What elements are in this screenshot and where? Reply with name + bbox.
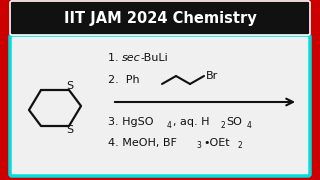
Text: 2: 2 [237, 141, 242, 150]
Text: IIT JAM 2024 Chemistry: IIT JAM 2024 Chemistry [64, 12, 256, 26]
Text: sec: sec [122, 53, 141, 63]
Text: SO: SO [226, 117, 242, 127]
Text: 4: 4 [167, 120, 172, 129]
FancyBboxPatch shape [10, 1, 310, 35]
Text: 3: 3 [197, 141, 202, 150]
Text: Br: Br [206, 71, 218, 81]
Text: 2.  Ph: 2. Ph [108, 75, 140, 85]
Text: •OEt: •OEt [203, 138, 230, 148]
Text: 2: 2 [220, 120, 225, 129]
Text: 4. MeOH, BF: 4. MeOH, BF [108, 138, 177, 148]
Text: S: S [67, 125, 74, 135]
Text: 4: 4 [247, 120, 252, 129]
FancyBboxPatch shape [10, 35, 310, 176]
Text: S: S [67, 81, 74, 91]
Text: , aq. H: , aq. H [173, 117, 210, 127]
Text: 1.: 1. [108, 53, 122, 63]
Text: 3. HgSO: 3. HgSO [108, 117, 154, 127]
Text: -BuLi: -BuLi [140, 53, 168, 63]
